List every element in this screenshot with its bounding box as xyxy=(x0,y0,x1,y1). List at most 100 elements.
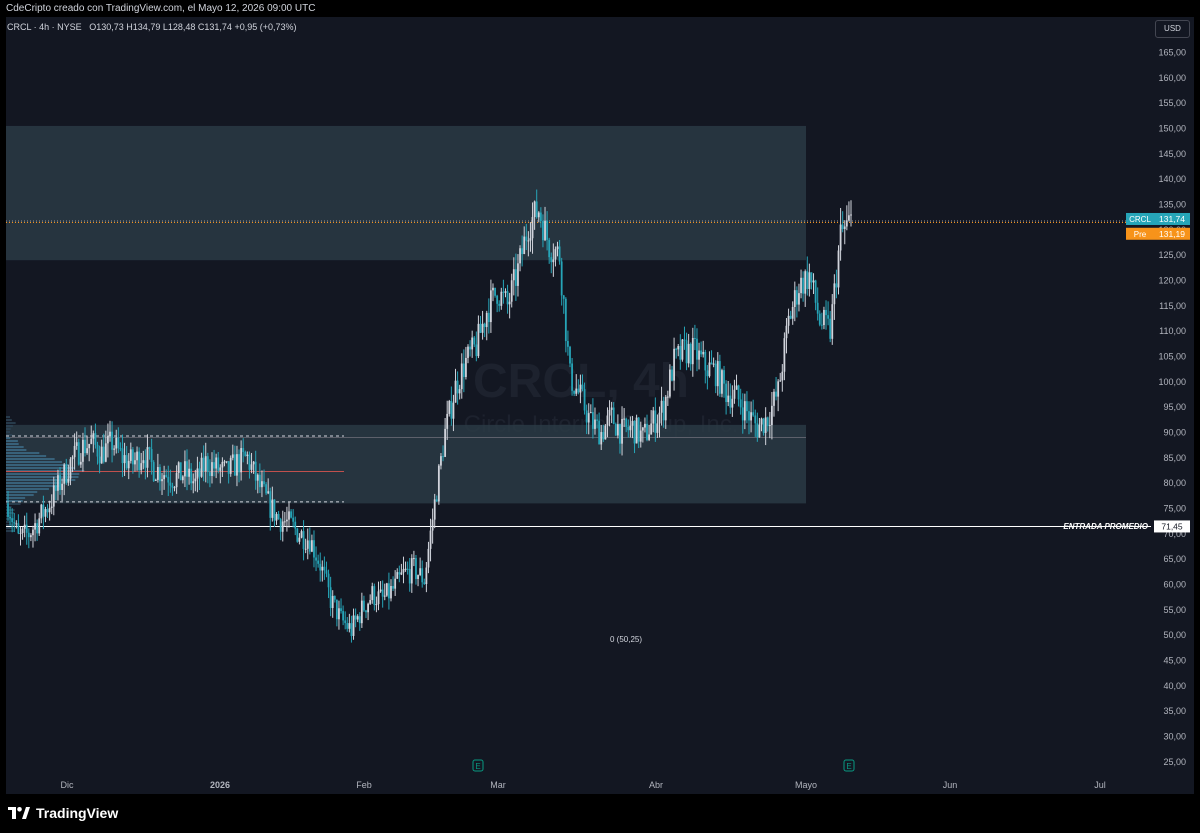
candle-body xyxy=(188,469,190,477)
candle xyxy=(32,526,34,548)
candle-body xyxy=(686,340,688,363)
candle xyxy=(13,513,15,532)
candle xyxy=(230,455,232,476)
time-axis[interactable]: Dic 2026 Feb Mar Abr Mayo Jun Jul E E xyxy=(61,760,1106,790)
candle xyxy=(428,542,430,573)
candle-body xyxy=(679,346,681,360)
candle-body xyxy=(650,424,652,435)
candle-body xyxy=(507,291,509,304)
candle-body xyxy=(107,436,109,444)
candle-body xyxy=(538,213,540,218)
candle-body xyxy=(67,479,69,483)
price-chart[interactable]: CRCL, 4h Circle Internet Group, Inc. 25,… xyxy=(6,17,1194,794)
candle-body xyxy=(623,419,625,420)
candle xyxy=(413,551,415,566)
time-tick-label: Jun xyxy=(943,780,958,790)
earnings-badge-letter: E xyxy=(475,762,480,771)
candle xyxy=(688,334,690,367)
profile-bar xyxy=(6,440,18,442)
candle xyxy=(40,504,42,523)
candle xyxy=(328,570,330,598)
candle-body xyxy=(434,499,436,519)
legend-symbol[interactable]: CRCL · 4h · NYSE xyxy=(7,22,82,32)
candle-body xyxy=(557,246,559,249)
candle xyxy=(278,511,280,520)
candle xyxy=(369,594,371,605)
candle-body xyxy=(638,418,640,442)
candle xyxy=(301,529,303,538)
candle-body xyxy=(413,558,415,559)
candle-body xyxy=(417,575,419,579)
candle xyxy=(478,315,480,358)
candle-body xyxy=(194,479,196,482)
candle-body xyxy=(748,411,750,420)
candle xyxy=(49,501,51,521)
candle xyxy=(779,373,781,382)
candle-body xyxy=(573,391,575,394)
price-tick-label: 30,00 xyxy=(1163,731,1186,741)
candle xyxy=(405,562,407,572)
candle-body xyxy=(128,461,130,468)
currency-selector[interactable]: USD xyxy=(1155,20,1190,38)
candle-body xyxy=(380,590,382,592)
candle-body xyxy=(675,349,677,350)
candle xyxy=(850,200,852,226)
candle xyxy=(401,564,403,575)
candle-body xyxy=(709,363,711,377)
chart-area[interactable]: CRCL, 4h Circle Internet Group, Inc. 25,… xyxy=(6,17,1194,794)
candle xyxy=(425,562,427,592)
candle xyxy=(561,258,563,306)
candle-body xyxy=(32,530,34,536)
price-axis[interactable]: 25,00 30,00 35,00 40,00 45,00 50,00 55,00 60,00… xyxy=(1158,22,1186,767)
candle-body xyxy=(442,456,444,457)
candle xyxy=(380,581,382,593)
candle-body xyxy=(430,531,432,549)
candle-body xyxy=(411,558,413,583)
candle xyxy=(365,610,367,618)
candle xyxy=(498,300,500,311)
profile-bar xyxy=(6,527,12,529)
candle-body xyxy=(120,448,122,449)
candle xyxy=(286,507,288,532)
candle xyxy=(773,389,775,417)
candle-body xyxy=(592,412,594,429)
tradingview-logo[interactable]: TradingView xyxy=(8,805,118,821)
candle-body xyxy=(186,461,188,477)
candle-body xyxy=(804,271,806,293)
price-tick-label: 45,00 xyxy=(1163,655,1186,665)
candle-body xyxy=(157,467,159,480)
price-tick-label: 135,00 xyxy=(1158,199,1186,209)
candle xyxy=(394,570,396,596)
candle-body xyxy=(428,549,430,568)
candle-body xyxy=(440,456,442,465)
candle-body xyxy=(727,396,729,402)
candle-body xyxy=(296,529,298,542)
candle xyxy=(332,590,334,618)
candle-body xyxy=(617,424,619,435)
time-tick-label: Feb xyxy=(356,780,372,790)
candle-body xyxy=(684,340,686,341)
candle xyxy=(371,583,373,604)
candle xyxy=(153,460,155,482)
candle xyxy=(492,283,494,301)
candle-body xyxy=(348,623,350,629)
candle-body xyxy=(848,215,850,220)
candle-body xyxy=(482,324,484,333)
candle-body xyxy=(717,361,719,386)
candle xyxy=(719,355,721,397)
candle-body xyxy=(831,304,833,339)
price-tick-label: 115,00 xyxy=(1159,301,1186,311)
candle-body xyxy=(355,615,357,619)
profile-bar xyxy=(6,476,78,478)
candle-body xyxy=(269,491,271,518)
annotations: ENTRADA PROMEDIO 0 (50,25) xyxy=(610,522,1149,644)
candle-body xyxy=(761,419,763,425)
candle-body xyxy=(836,283,838,287)
candle-body xyxy=(513,269,515,280)
candle-body xyxy=(682,340,684,360)
candle-body xyxy=(357,616,359,619)
candle-body xyxy=(142,460,144,463)
entry-tag: 71,45 xyxy=(1154,520,1190,532)
candle xyxy=(340,598,342,613)
candle-body xyxy=(313,540,315,557)
